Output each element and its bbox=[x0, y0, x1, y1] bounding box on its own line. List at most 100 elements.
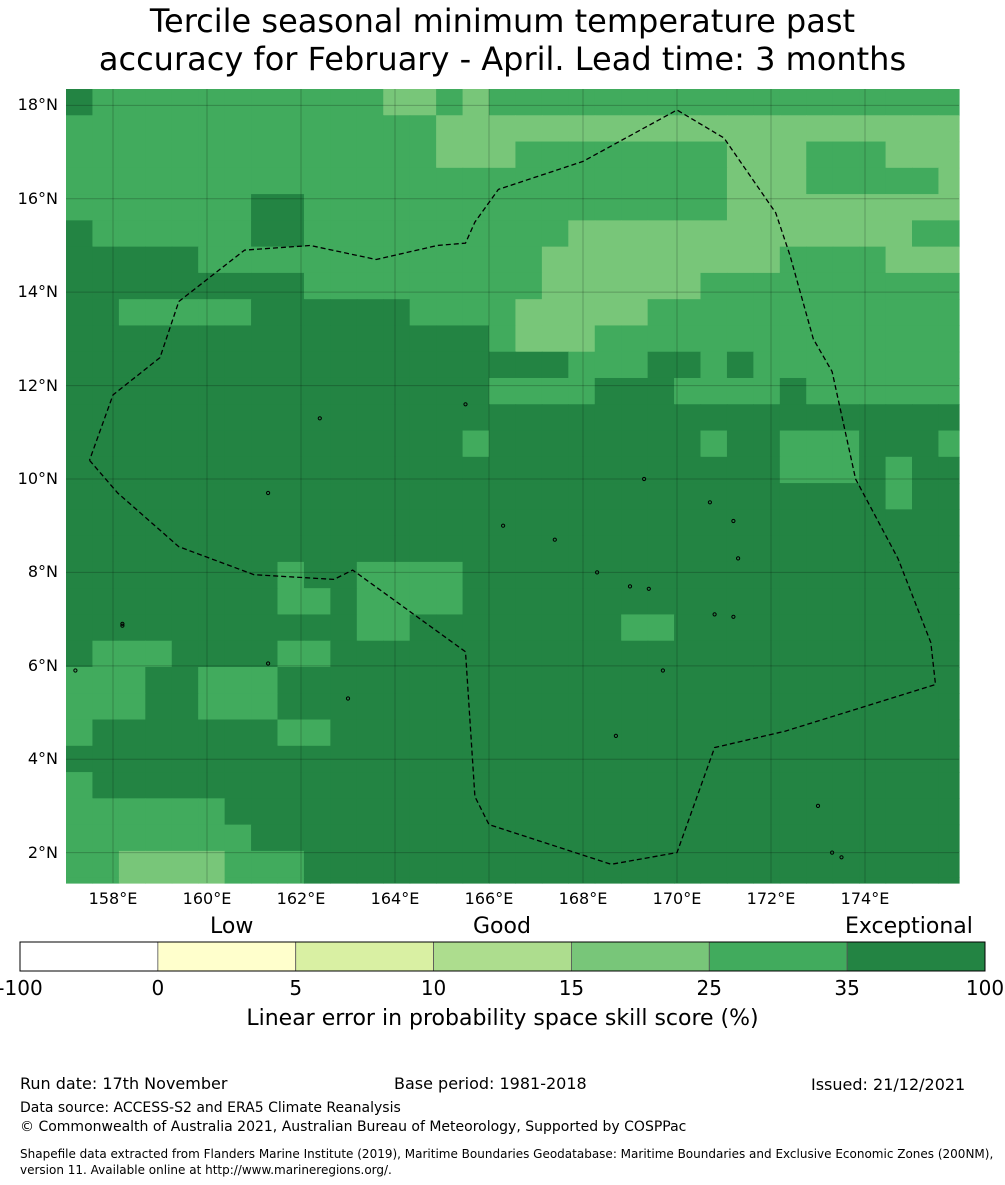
heatmap-cell bbox=[674, 877, 702, 884]
heatmap-cell bbox=[462, 89, 490, 116]
heatmap-cell bbox=[409, 824, 437, 852]
heatmap-cell bbox=[171, 745, 199, 773]
heatmap-cell bbox=[885, 220, 913, 248]
heatmap-cell bbox=[303, 220, 331, 248]
heatmap-cell bbox=[885, 377, 913, 405]
heatmap-cell bbox=[568, 640, 596, 668]
heatmap-cell bbox=[330, 299, 358, 327]
heatmap-cell bbox=[621, 141, 649, 169]
heatmap-cell bbox=[409, 561, 437, 589]
heatmap-cell bbox=[568, 246, 596, 274]
heatmap-cell bbox=[66, 167, 94, 195]
heatmap-cell bbox=[462, 850, 490, 878]
heatmap-cell bbox=[145, 772, 173, 799]
heatmap-cell bbox=[118, 167, 146, 195]
heatmap-cell bbox=[806, 772, 834, 799]
heatmap-cell bbox=[515, 693, 543, 721]
heatmap-cell bbox=[462, 824, 490, 852]
heatmap-cell bbox=[885, 430, 913, 458]
heatmap-cell bbox=[145, 850, 173, 878]
heatmap-cell bbox=[779, 483, 807, 510]
heatmap-cell bbox=[726, 272, 754, 300]
heatmap-cell bbox=[700, 509, 728, 537]
heatmap-cell bbox=[885, 640, 913, 668]
heatmap-cell bbox=[700, 299, 728, 327]
heatmap-cell bbox=[251, 167, 279, 195]
heatmap-cell bbox=[647, 877, 675, 884]
title-line-1: Tercile seasonal minimum temperature pas… bbox=[149, 2, 856, 40]
heatmap-cell bbox=[621, 167, 649, 195]
heatmap-cell bbox=[594, 299, 622, 327]
heatmap-cell bbox=[779, 404, 807, 432]
heatmap-cell bbox=[515, 850, 543, 878]
heatmap-cell bbox=[515, 535, 543, 563]
heatmap-cell bbox=[383, 430, 411, 458]
heatmap-cell bbox=[330, 89, 358, 116]
heatmap-cell bbox=[912, 877, 940, 884]
heatmap-cell bbox=[912, 430, 940, 458]
heatmap-cell bbox=[647, 561, 675, 589]
heatmap-cell bbox=[462, 115, 490, 143]
heatmap-cell bbox=[92, 824, 120, 852]
heatmap-cell bbox=[700, 377, 728, 405]
heatmap-cell bbox=[92, 272, 120, 300]
category-good: Good bbox=[473, 914, 531, 939]
heatmap-cell bbox=[674, 430, 702, 458]
heatmap-cell bbox=[753, 745, 781, 773]
heatmap-cell bbox=[753, 430, 781, 458]
island-marker bbox=[642, 476, 647, 482]
heatmap-cell bbox=[674, 246, 702, 274]
heatmap-cell bbox=[674, 509, 702, 537]
heatmap-cell bbox=[726, 404, 754, 432]
heatmap-cell bbox=[356, 325, 384, 353]
heatmap-cell bbox=[912, 850, 940, 878]
heatmap-cell bbox=[938, 246, 960, 274]
heatmap-cell bbox=[541, 351, 569, 379]
heatmap-cell bbox=[356, 798, 384, 826]
heatmap-cell bbox=[912, 220, 940, 248]
heatmap-cell bbox=[806, 141, 834, 169]
heatmap-cell bbox=[198, 614, 226, 642]
heatmap-cell bbox=[700, 798, 728, 826]
heatmap-cell bbox=[859, 824, 887, 852]
island-marker bbox=[120, 621, 125, 626]
heatmap-cell bbox=[674, 89, 702, 116]
heatmap-cell bbox=[356, 745, 384, 773]
heatmap-cell bbox=[171, 561, 199, 589]
heatmap-cell bbox=[726, 666, 754, 694]
heatmap-cell bbox=[409, 299, 437, 327]
heatmap-cell bbox=[568, 561, 596, 589]
heatmap-cell bbox=[224, 745, 252, 773]
latitude-label: 8°N bbox=[27, 562, 58, 582]
heatmap-cell bbox=[621, 483, 649, 510]
heatmap-cell bbox=[489, 272, 517, 300]
heatmap-cell bbox=[753, 877, 781, 884]
heatmap-cell bbox=[885, 456, 913, 484]
heatmap-cell bbox=[859, 377, 887, 405]
heatmap-cell bbox=[779, 115, 807, 143]
heatmap-cell bbox=[303, 299, 331, 327]
heatmap-cell bbox=[806, 561, 834, 589]
heatmap-cell bbox=[92, 115, 120, 143]
heatmap-cell bbox=[594, 745, 622, 773]
heatmap-cell bbox=[594, 351, 622, 379]
island-marker bbox=[266, 490, 271, 496]
heatmap-cell bbox=[568, 194, 596, 221]
heatmap-cell bbox=[92, 772, 120, 799]
heatmap-cell bbox=[859, 456, 887, 484]
heatmap-cell bbox=[489, 798, 517, 826]
heatmap-cell bbox=[515, 220, 543, 248]
heatmap-cell bbox=[938, 640, 960, 668]
heatmap-cell bbox=[806, 194, 834, 221]
heatmap-cell bbox=[92, 745, 120, 773]
heatmap-cell bbox=[594, 535, 622, 563]
heatmap-cell bbox=[568, 377, 596, 405]
heatmap-cell bbox=[594, 798, 622, 826]
heatmap-cell bbox=[224, 456, 252, 484]
heatmap-cell bbox=[621, 772, 649, 799]
heatmap-cell bbox=[621, 272, 649, 300]
heatmap-cell bbox=[726, 141, 754, 169]
heatmap-cell bbox=[436, 377, 464, 405]
heatmap-cell bbox=[912, 325, 940, 353]
heatmap-cell bbox=[171, 614, 199, 642]
